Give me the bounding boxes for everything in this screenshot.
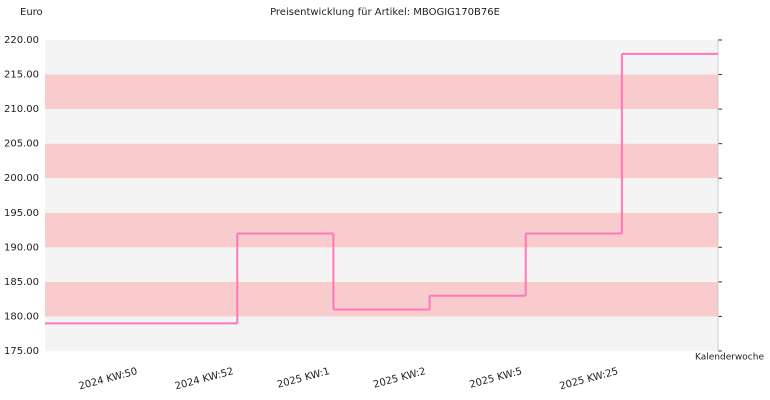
plot-band (45, 109, 718, 144)
plot-band (45, 178, 718, 213)
y-axis-label: Euro (20, 7, 43, 18)
x-tick-label: 2025 KW:2 (372, 366, 427, 391)
plot-band (45, 143, 718, 179)
x-tick-label: 2024 KW:52 (174, 366, 235, 392)
y-tick-label: 210.00 (4, 104, 39, 115)
plot-band (45, 40, 718, 75)
plot-band (45, 212, 718, 248)
chart-title: Preisentwicklung für Artikel: MBOGIG170B… (270, 7, 500, 18)
plot-band (45, 281, 718, 317)
x-tick-label: 2024 KW:50 (78, 366, 139, 392)
y-tick-label: 195.00 (4, 208, 39, 219)
y-tick-label: 215.00 (4, 70, 39, 81)
y-tick-label: 190.00 (4, 242, 39, 253)
y-tick-label: 185.00 (4, 277, 39, 288)
y-tick-label: 220.00 (4, 35, 39, 46)
plot-band (45, 316, 718, 351)
x-tick-label: 2025 KW:25 (558, 366, 619, 392)
plot-band (45, 247, 718, 282)
y-tick-label: 180.00 (4, 311, 39, 322)
x-axis-label: Kalenderwoche (695, 353, 764, 363)
x-tick-label: 2025 KW:1 (276, 366, 331, 391)
x-tick-label: 2025 KW:5 (468, 366, 523, 391)
y-tick-label: 175.00 (4, 346, 39, 357)
y-tick-label: 200.00 (4, 173, 39, 184)
plot-band (45, 74, 718, 110)
y-tick-label: 205.00 (4, 139, 39, 150)
